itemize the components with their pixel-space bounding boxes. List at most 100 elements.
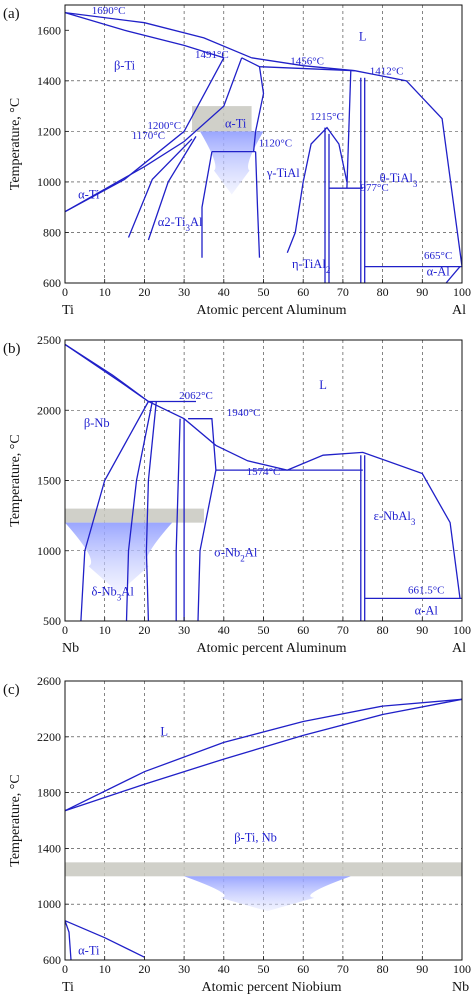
panel-2: 0 10 20 30 40 50 60 70 80 90 100 500 1000 1500 2000 250… (3, 333, 471, 656)
phase-boundary-line (197, 469, 217, 622)
phase-boundary-line (201, 151, 213, 258)
phase-label: ε-NbAl3 (374, 509, 416, 527)
temperature-annotation: 1456°C (290, 55, 324, 67)
process-window-band (65, 862, 462, 877)
phase-boundary-line (127, 138, 193, 238)
panels: 0 10 20 30 40 50 60 70 80 90 100600800100012001400… (3, 4, 471, 995)
phase-label: δ-Nb3Al (91, 585, 134, 603)
panel-letter: (b) (3, 341, 21, 357)
y-tick-label: 1000 (37, 897, 61, 911)
y-tick-label: 2000 (37, 403, 61, 417)
x-tick-label: 90 (416, 962, 428, 976)
phase-label: α2-Ti3Al (158, 215, 203, 233)
phase-boundary-line (445, 266, 461, 284)
x-right-end-label: Al (452, 303, 466, 318)
phase-boundary-line (80, 401, 149, 622)
y-tick-label: 1500 (37, 474, 61, 488)
temperature-annotation: 1170°C (132, 130, 165, 142)
temperature-annotation: 665°C (424, 250, 452, 262)
y-tick-label: 800 (43, 225, 61, 239)
phase-label: L (160, 724, 168, 738)
x-tick-label: 80 (377, 962, 389, 976)
x-tick-label: 40 (218, 285, 230, 299)
phase-boundary-line (64, 698, 463, 812)
phase-label: β-Nb (84, 416, 110, 430)
y-tick-label: 600 (43, 276, 61, 290)
phase-label: L (319, 378, 327, 392)
phase-label: α-Al (427, 264, 451, 278)
panel-1: 0 10 20 30 40 50 60 70 80 90 100 600 800 1000 1200 1400… (3, 4, 471, 318)
phase-boundary-line (64, 698, 463, 812)
x-tick-label: 70 (337, 962, 349, 976)
x-left-end-label: Ti (62, 303, 74, 318)
x-tick-label: 60 (297, 285, 309, 299)
x-tick-label: 100 (453, 962, 471, 976)
y-tick-label: 500 (43, 614, 61, 628)
phase-label: η-TiAl2 (292, 257, 330, 275)
x-tick-label: 50 (258, 962, 270, 976)
cooling-arrow (184, 876, 351, 912)
phase-boundary-line (346, 70, 352, 189)
x-tick-label: 80 (377, 623, 389, 637)
panel-letter: (a) (3, 6, 20, 22)
x-tick-label: 20 (138, 962, 150, 976)
phase-label: α-Ti (225, 117, 247, 131)
x-tick-label: 100 (453, 285, 471, 299)
y-tick-label: 2600 (37, 674, 61, 688)
y-tick-label: 2200 (37, 730, 61, 744)
x-tick-label: 50 (258, 623, 270, 637)
y-tick-label: 1800 (37, 786, 61, 800)
x-tick-label: 50 (258, 285, 270, 299)
cooling-arrow (199, 131, 264, 195)
phase-boundary-line (254, 151, 261, 258)
y-tick-label: 1400 (37, 841, 61, 855)
phase-boundary-line (64, 920, 145, 958)
phase-boundary-line (145, 401, 157, 622)
phase-boundary-line (64, 11, 224, 59)
x-tick-label: 10 (99, 962, 111, 976)
phase-label: α-Ti (78, 187, 100, 201)
x-tick-label: 90 (416, 285, 428, 299)
x-axis-title: Atomic percent Aluminum (196, 303, 346, 318)
temperature-annotation: 977°C (361, 182, 389, 194)
x-tick-label: 100 (453, 623, 471, 637)
phase-label: β-Ti (114, 58, 136, 72)
process-window-band (65, 508, 204, 523)
y-tick-label: 1000 (37, 175, 61, 189)
temperature-annotation: 1120°C (259, 138, 292, 150)
phase-label: α-Ti (78, 943, 100, 957)
x-tick-label: 0 (62, 623, 68, 637)
phase-boundary-line (252, 66, 265, 152)
phase-boundary-line (188, 418, 217, 471)
temperature-annotation: 1574°C (247, 466, 281, 478)
phase-boundary-line (302, 126, 348, 183)
y-tick-label: 2500 (37, 333, 61, 347)
temperature-annotation: 1940°C (227, 407, 261, 419)
phase-boundary-line (64, 57, 225, 213)
x-left-end-label: Ti (62, 980, 74, 995)
panel-letter: (c) (3, 682, 20, 698)
temperature-annotation: 2062°C (179, 390, 213, 402)
y-axis-title: Temperature, °C (8, 434, 23, 526)
x-tick-label: 60 (297, 962, 309, 976)
x-tick-label: 70 (337, 623, 349, 637)
y-axis-title: Temperature, °C (8, 98, 23, 190)
x-right-end-label: Al (452, 641, 466, 656)
temperature-annotation: 1412°C (370, 66, 404, 78)
phase-label: θ-TiAl3 (380, 171, 418, 189)
phase-label: β-Ti, Nb (234, 830, 277, 844)
x-tick-label: 0 (62, 285, 68, 299)
x-right-end-label: Nb (452, 980, 469, 995)
temperature-annotation: 1690°C (92, 5, 126, 17)
x-tick-label: 30 (178, 623, 190, 637)
phase-boundary-line (287, 451, 461, 599)
x-tick-label: 20 (138, 285, 150, 299)
temperature-annotation: 661.5°C (408, 585, 445, 597)
phase-label: γ-TiAl (266, 166, 300, 180)
phase-label: L (359, 29, 367, 43)
x-tick-label: 10 (99, 623, 111, 637)
x-tick-label: 60 (297, 623, 309, 637)
temperature-annotation: 1200°C (147, 120, 181, 132)
x-axis-title: Atomic percent Aluminum (196, 641, 346, 656)
temperature-annotation: 1215°C (310, 111, 344, 123)
